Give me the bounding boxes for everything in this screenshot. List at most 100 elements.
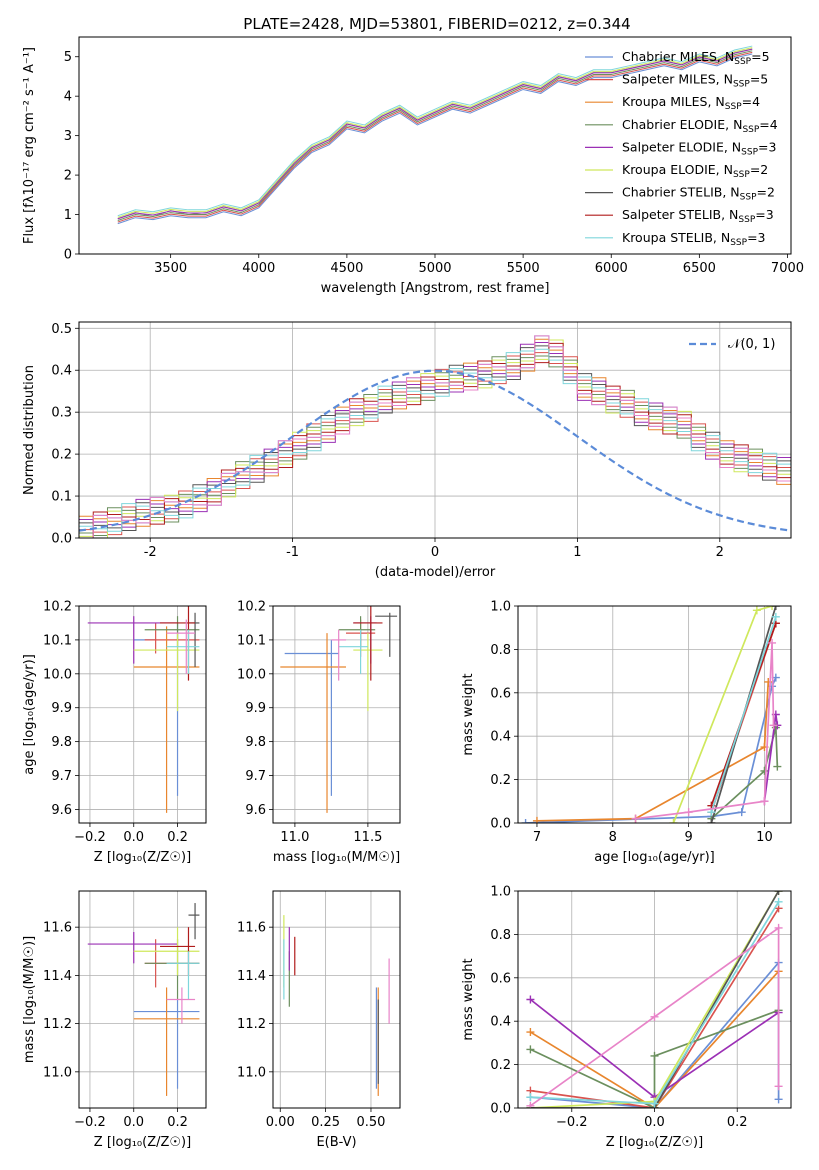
x-tick-label: 3500: [154, 261, 187, 276]
weight-point-marker: [760, 797, 769, 806]
x-tick-label: 1: [573, 545, 581, 560]
normal-curve-line: [79, 369, 791, 532]
mass-vs-EBV-axes: 0.00 0.25 0.50 11.0 11.2 11.4 11.6 E(B-V): [237, 891, 400, 1150]
x-tick-label: 0.2: [167, 1115, 188, 1130]
y-tick-label: 9.8: [245, 735, 266, 750]
y-tick-label: 10.1: [237, 633, 266, 648]
x-tick-label: 0.0: [644, 1115, 665, 1130]
x-tick-label: 4500: [330, 261, 363, 276]
legend-entry: Salpeter ELODIE, NSSP=3: [622, 139, 776, 157]
x-tick-label: 8: [609, 830, 617, 845]
legend-text: Kroupa MILES, N: [622, 94, 725, 109]
x-tick-label: −0.2: [74, 830, 106, 845]
y-tick-label: 1: [64, 208, 72, 223]
weight-vs-age-frame: [517, 605, 792, 824]
weight-vs-Z-plot-area: [526, 891, 783, 1108]
x-axis-label: (data-model)/error: [375, 565, 496, 580]
x-tick-label: 10: [756, 830, 773, 845]
y-tick-label: 0: [64, 248, 72, 263]
x-tick-label: 6000: [595, 261, 628, 276]
x-axis-label: Z [log₁₀(Z/Z☉)]: [606, 1135, 703, 1150]
weight-point-marker: [768, 638, 777, 647]
weight-point-marker: [774, 1095, 783, 1104]
legend-text: Salpeter STELIB, N: [622, 207, 738, 222]
y-tick-label: 9.8: [51, 735, 72, 750]
weight-point-marker: [526, 1093, 535, 1102]
y-tick-label: 10.2: [237, 600, 266, 615]
y-tick-label: 0.2: [51, 448, 72, 463]
legend-suffix: =2: [750, 162, 768, 177]
y-tick-label: 9.6: [51, 803, 72, 818]
age-vs-mass-axes: 11.0 11.5 9.6 9.7 9.8 9.9 10.0 10.1 10.2 mass [lo…: [237, 600, 400, 866]
y-axis-label: mass [log₁₀(M/M☉)]: [22, 936, 37, 1063]
y-tick-label: 5: [64, 50, 72, 65]
x-axis-label: wavelength [Angstrom, rest frame]: [321, 281, 550, 296]
weight-point-marker: [771, 606, 780, 610]
x-tick-label: -2: [144, 545, 157, 560]
legend-subscript: SSP: [740, 193, 757, 203]
weight-series-line: [635, 642, 775, 820]
legend-entry: Salpeter STELIB, NSSP=3: [622, 207, 774, 225]
weight-vs-age-plot-area: [521, 606, 782, 823]
model-spectrum-line: [117, 48, 753, 220]
spectrum-frame: [78, 36, 792, 255]
weight-point-marker: [521, 819, 530, 823]
weight-series-line: [529, 926, 780, 1107]
legend-entry: Chabrier MILES, NSSP=5: [622, 49, 770, 67]
y-tick-label: 0.2: [490, 773, 511, 788]
weight-point-marker: [684, 808, 693, 817]
x-axis-label: Z [log₁₀(Z/Z☉)]: [94, 1135, 191, 1150]
weight-series-line: [710, 616, 777, 813]
x-axis-label: E(B-V): [316, 1135, 356, 1150]
residuals-axes: -2 -1 0 1 2 0.0 0.1 0.2 0.3 0.4 0.5 (data-model)/er…: [22, 322, 791, 580]
residuals-frame: [78, 321, 792, 539]
legend-suffix: =2: [757, 185, 775, 200]
y-tick-label: 0.0: [490, 1102, 511, 1117]
y-tick-label: 11.6: [237, 921, 266, 936]
legend-subscript: SSP: [741, 147, 758, 157]
model-spectrum-line: [117, 51, 753, 223]
legend-entry: Chabrier STELIB, NSSP=2: [622, 185, 775, 203]
x-tick-label: 0.25: [311, 1115, 340, 1130]
y-tick-label: 11.2: [237, 1017, 266, 1032]
y-tick-label: 0.5: [51, 322, 72, 337]
x-tick-label: 7000: [771, 261, 804, 276]
legend-text: Salpeter ELODIE, N: [622, 139, 741, 154]
legend-entry: Kroupa MILES, NSSP=4: [622, 94, 760, 112]
y-tick-label: 0.8: [490, 643, 511, 658]
y-axis-label: Flux [fλ10⁻¹⁷ erg cm⁻² s⁻¹ A⁻¹]: [22, 47, 37, 244]
weight-point-marker: [526, 995, 535, 1004]
model-spectrum-line: [117, 53, 753, 225]
legend-text: Chabrier MILES, N: [622, 49, 734, 64]
weight-vs-age-axes: 7 8 9 10 0.0 0.2 0.4 0.6 0.8 1.0 age [log₁₀(age/yr…: [461, 600, 791, 865]
x-tick-label: 2: [716, 545, 724, 560]
y-tick-label: 0.6: [490, 971, 511, 986]
y-tick-label: 9.9: [245, 701, 266, 716]
x-tick-label: −0.2: [74, 1115, 106, 1130]
y-tick-label: 11.0: [237, 1065, 266, 1080]
weight-point-marker: [774, 1082, 783, 1091]
weight-point-marker: [752, 606, 761, 615]
y-tick-label: 11.2: [43, 1017, 72, 1032]
y-tick-label: 9.9: [51, 701, 72, 716]
weight-series-line: [536, 681, 770, 822]
residuals-plot-area: [79, 335, 791, 538]
legend-subscript: SSP: [738, 215, 755, 225]
y-tick-label: 1.0: [490, 600, 511, 615]
age-vs-mass-plot-area: [280, 606, 398, 813]
legend-suffix: =3: [747, 230, 765, 245]
model-spectrum-line: [117, 45, 753, 217]
y-tick-label: 10.1: [43, 633, 72, 648]
legend-suffix: =5: [751, 49, 769, 64]
x-tick-label: -1: [286, 545, 299, 560]
legend-entry: Chabrier ELODIE, NSSP=4: [622, 117, 778, 135]
y-tick-label: 0.4: [51, 364, 72, 379]
x-axis-label: age [log₁₀(age/yr)]: [594, 850, 715, 865]
y-tick-label: 10.0: [237, 667, 266, 682]
x-tick-label: 5500: [507, 261, 540, 276]
x-tick-label: 5000: [418, 261, 451, 276]
legend-subscript: SSP: [733, 80, 750, 90]
mass-vs-Z-frame: [78, 890, 207, 1109]
weight-vs-Z-axes: −0.2 0.0 0.2 0.0 0.2 0.4 0.6 0.8 1.0 Z [log₁₀(Z/Z…: [461, 885, 791, 1150]
y-tick-label: 9.7: [245, 769, 266, 784]
